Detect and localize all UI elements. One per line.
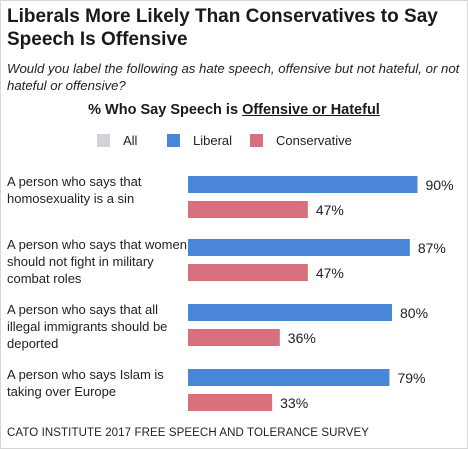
- legend-label-all: All: [123, 132, 138, 148]
- value-label-conservative: 47%: [316, 202, 344, 218]
- value-label-liberal: 90%: [426, 177, 454, 193]
- chart-heading-emphasis: Offensive or Hateful: [242, 102, 380, 118]
- chart-title: Liberals More Likely Than Conservatives …: [7, 6, 438, 50]
- value-label-liberal: 79%: [397, 370, 425, 386]
- legend-item-liberal: Liberal: [167, 131, 232, 149]
- value-label-conservative: 47%: [316, 265, 344, 281]
- chart-subtitle: Would you label the following as hate sp…: [7, 61, 460, 93]
- legend-label-liberal: Liberal: [193, 132, 233, 148]
- bar-liberal: [188, 176, 418, 193]
- chart-heading-prefix: % Who Say Speech is: [88, 102, 243, 118]
- value-label-conservative: 33%: [280, 395, 308, 411]
- legend-label-conservative: Conservative: [276, 132, 352, 148]
- legend-item-all: All: [97, 131, 137, 149]
- legend-swatch-conservative: [250, 133, 263, 147]
- bar-conservative: [188, 394, 273, 411]
- legend: All Liberal Conservative: [0, 131, 468, 149]
- legend-swatch-all: [97, 133, 110, 147]
- legend-swatch-liberal: [167, 133, 180, 147]
- bar-liberal: [188, 239, 410, 256]
- bar-liberal: [188, 369, 390, 386]
- source-note: CATO INSTITUTE 2017 FREE SPEECH AND TOLE…: [7, 427, 370, 439]
- category-label: A person who says that homosexuality is a…: [7, 174, 142, 206]
- bar-conservative: [188, 264, 308, 281]
- legend-item-conservative: Conservative: [250, 131, 352, 149]
- bar-liberal: [188, 304, 392, 321]
- category-label: A person who says Islam is taking over Eu…: [7, 367, 164, 399]
- bar-conservative: [188, 329, 280, 346]
- category-label: A person who says that all illegal immigr…: [7, 302, 167, 351]
- value-label-liberal: 80%: [400, 305, 428, 321]
- bar-conservative: [188, 201, 308, 218]
- chart-heading: % Who Say Speech is Offensive or Hateful: [0, 102, 468, 118]
- value-label-conservative: 36%: [288, 330, 316, 346]
- value-label-liberal: 87%: [418, 240, 446, 256]
- category-label: A person who says that women should not f…: [7, 237, 187, 286]
